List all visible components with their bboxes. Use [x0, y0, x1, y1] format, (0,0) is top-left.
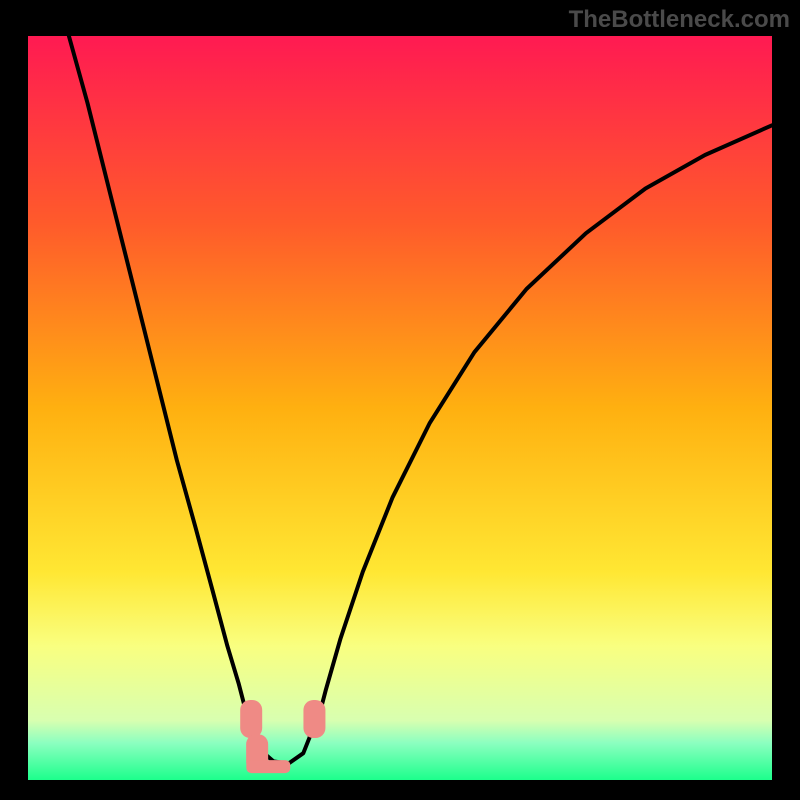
- bottleneck-curve: [69, 36, 772, 764]
- well-marker: [240, 700, 262, 738]
- watermark-text: TheBottleneck.com: [569, 6, 790, 34]
- chart-frame: TheBottleneck.com: [0, 0, 800, 800]
- curve-layer: [0, 0, 800, 800]
- well-marker: [246, 760, 290, 773]
- well-markers: [240, 700, 325, 773]
- well-marker: [303, 700, 325, 738]
